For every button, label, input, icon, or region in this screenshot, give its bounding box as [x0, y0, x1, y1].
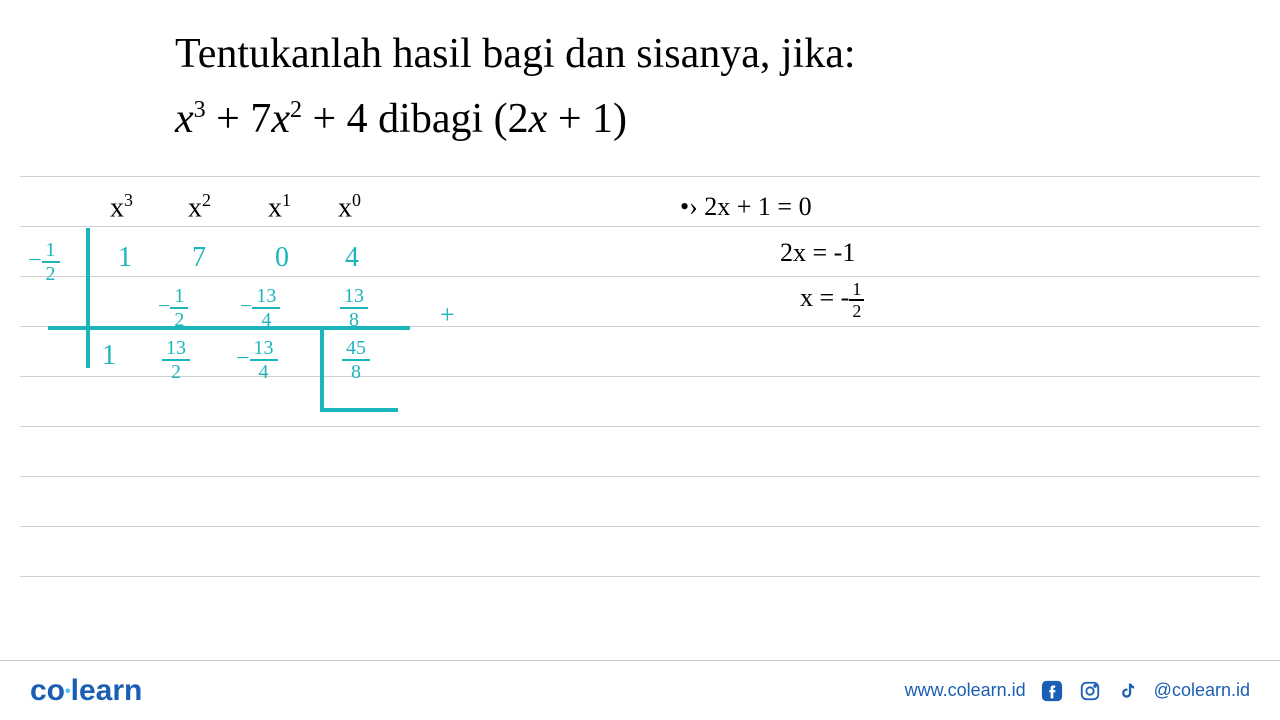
- row2-c4: 138: [340, 286, 368, 330]
- footer-right: www.colearn.id @colearn.id: [905, 679, 1250, 703]
- row3-c1: 1: [102, 340, 116, 372]
- problem-equation: x3 + 7x2 + 4 dibagi (2x + 1): [175, 95, 627, 143]
- side-arrow-eq1: •› 2x + 1 = 0: [680, 192, 812, 222]
- row1-c1: 1: [118, 242, 132, 274]
- divisor-value: −12: [28, 240, 60, 284]
- row3-c4: 458: [342, 338, 370, 382]
- row1-c3: 0: [275, 242, 289, 274]
- row3-c2: 132: [162, 338, 190, 382]
- remainder-box-left: [320, 326, 324, 412]
- footer-url: www.colearn.id: [905, 680, 1026, 701]
- row3-c3: −134: [236, 338, 278, 382]
- tiktok-icon: [1116, 679, 1140, 703]
- footer: co•learn www.colearn.id @colearn.id: [0, 660, 1280, 720]
- synthdiv-vertical-line: [86, 228, 90, 368]
- side-eq3: x = -12: [800, 280, 864, 320]
- instagram-icon: [1078, 679, 1102, 703]
- col-header-x3: x3: [110, 190, 133, 224]
- problem-line1: Tentukanlah hasil bagi dan sisanya, jika…: [175, 30, 856, 78]
- row2-c2: −12: [158, 286, 188, 330]
- row1-c2: 7: [192, 242, 206, 274]
- col-header-x1: x1: [268, 190, 291, 224]
- facebook-icon: [1040, 679, 1064, 703]
- col-header-x2: x2: [188, 190, 211, 224]
- social-handle: @colearn.id: [1154, 680, 1250, 701]
- side-eq2: 2x = -1: [780, 238, 855, 268]
- logo: co•learn: [30, 674, 142, 708]
- col-header-x0: x0: [338, 190, 361, 224]
- synthdiv-horizontal-line: [48, 326, 410, 330]
- plus-sign: +: [440, 300, 455, 330]
- row1-c4: 4: [345, 242, 359, 274]
- row2-c3: −134: [240, 286, 280, 330]
- remainder-box-bottom: [320, 408, 398, 412]
